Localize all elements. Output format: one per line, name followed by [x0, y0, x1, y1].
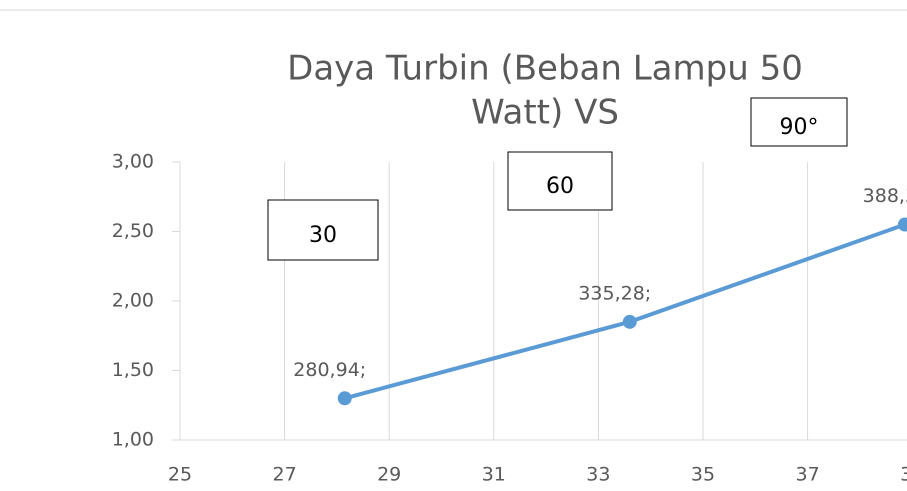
- annotation: 90°: [780, 115, 819, 140]
- data-point: [337, 391, 352, 406]
- chart-title: Daya Turbin (Beban Lampu 50: [287, 49, 803, 89]
- data-label: 280,94;: [293, 359, 366, 381]
- annotation-box: [267, 199, 379, 261]
- x-tick-label: 35: [691, 464, 715, 486]
- annotation: 30: [309, 223, 337, 248]
- x-tick-label: 33: [586, 464, 610, 486]
- y-tick-label: 3,00: [112, 151, 154, 173]
- x-tick-label: 37: [796, 464, 820, 486]
- data-label: 335,28;: [578, 282, 651, 304]
- x-tick-label: 31: [482, 464, 506, 486]
- data-label: 388,3: [863, 185, 907, 207]
- chart-title: Watt) VS: [471, 93, 619, 133]
- y-tick-label: 2,50: [112, 220, 154, 242]
- y-tick-label: 1,50: [112, 359, 154, 381]
- y-tick-label: 1,00: [112, 429, 154, 451]
- y-tick-label: 2,00: [112, 290, 154, 312]
- x-tick-label: 29: [377, 464, 401, 486]
- x-tick-label: 39: [900, 464, 907, 486]
- x-tick-label: 27: [273, 464, 297, 486]
- annotation-box: [507, 151, 613, 211]
- annotation-box: [750, 97, 848, 147]
- data-point: [897, 217, 907, 232]
- x-tick-label: 25: [168, 464, 192, 486]
- data-point: [622, 314, 637, 329]
- annotation: 60: [546, 174, 574, 199]
